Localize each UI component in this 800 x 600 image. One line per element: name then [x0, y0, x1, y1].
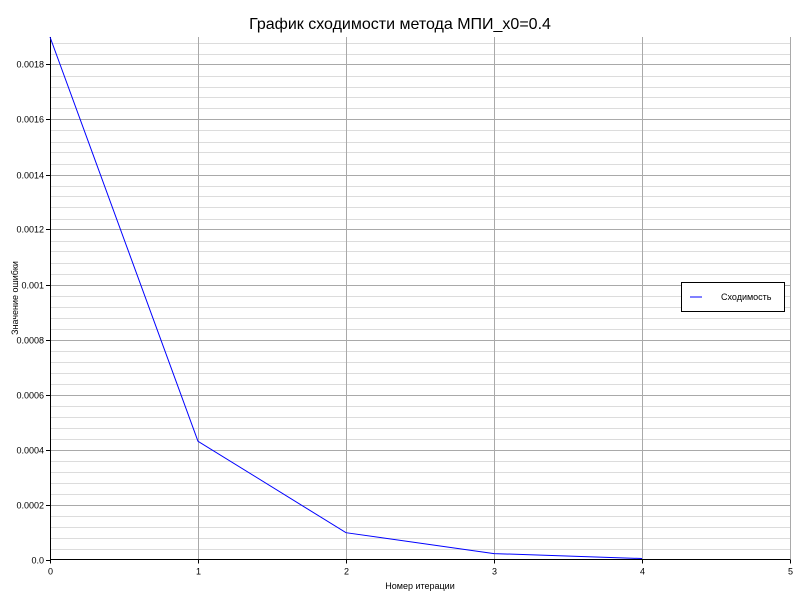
series-layer	[49, 36, 643, 560]
y-tick-label: 0.0014	[16, 171, 44, 181]
y-tick-label: 0.0	[31, 556, 44, 566]
y-tick-label: 0.0008	[16, 336, 44, 346]
y-tick-label: 0.0004	[16, 446, 44, 456]
y-tick-label: 0.0002	[16, 501, 44, 511]
x-tick-label: 1	[196, 567, 201, 577]
y-tick-label: 0.0012	[16, 225, 44, 235]
legend: Сходимость	[681, 282, 785, 312]
y-tick-label: 0.0006	[16, 391, 44, 401]
y-tick-label: 0.0016	[16, 115, 44, 125]
x-tick-label: 5	[788, 567, 793, 577]
x-tick-label: 0	[48, 567, 53, 577]
y-axis-label: Значение ошибки	[10, 261, 20, 335]
legend-label: Сходимость	[721, 292, 772, 302]
x-tick-label: 3	[492, 567, 497, 577]
x-tick-label: 4	[640, 567, 645, 577]
x-ticks: 0 1 2 3 4 5	[48, 559, 793, 577]
x-tick-label: 2	[344, 567, 349, 577]
major-grid	[50, 37, 791, 560]
chart-title: График сходимости метода МПИ_x0=0.4	[249, 16, 551, 33]
minor-grid	[50, 43, 790, 550]
x-axis-label: Номер итерации	[385, 581, 454, 591]
y-tick-label: 0.0018	[16, 60, 44, 70]
y-tick-label: 0.001	[21, 281, 44, 291]
y-ticks: 0.0 0.0002 0.0004 0.0006 0.0008 0.001 0.0012 0.…	[16, 60, 50, 566]
